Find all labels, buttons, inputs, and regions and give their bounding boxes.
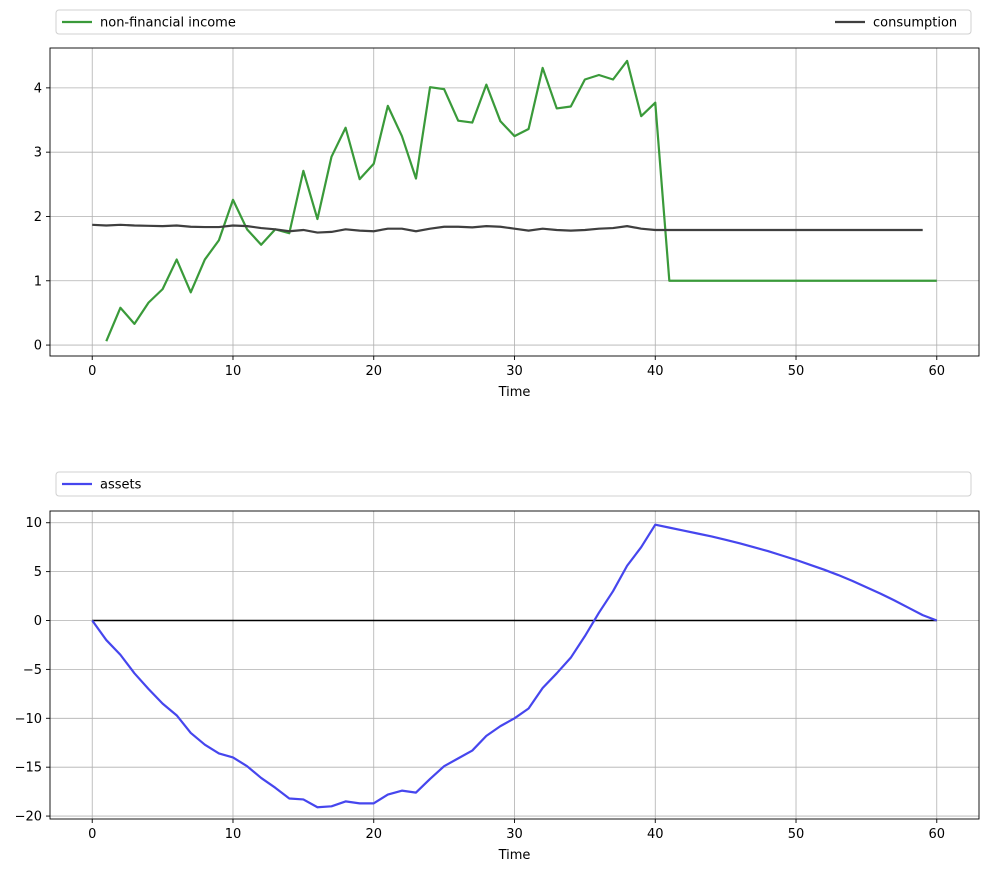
x-tick-label: 30 (506, 827, 523, 842)
series-line-consumption (92, 223, 923, 234)
x-tick-label: 40 (647, 364, 664, 379)
x-tick-label: 50 (788, 827, 805, 842)
y-tick-label: −5 (23, 663, 42, 678)
y-tick-label: 4 (34, 81, 42, 96)
chart-panel-1: 0 10 20 30 40 50 60 0 1 2 3 4 Time non-financial inco… (34, 9, 980, 400)
y-tick-label: 0 (34, 614, 42, 629)
x-tick-label: 40 (647, 827, 664, 842)
y-tick-label: −10 (15, 712, 42, 727)
y-tick-label: 2 (34, 210, 42, 225)
legend-box (55, 471, 972, 497)
series-line-assets (91, 523, 938, 809)
legend-box (55, 9, 972, 35)
legend-label-consumption: consumption (873, 16, 957, 31)
y-tick-label: 1 (34, 274, 42, 289)
y-tick-label: 3 (34, 146, 42, 161)
x-axis-label: Time (498, 385, 531, 400)
x-tick-label: 60 (928, 364, 945, 379)
x-tick-label: 0 (88, 827, 96, 842)
y-tick-label: 5 (34, 565, 42, 580)
y-tick-label: 10 (25, 516, 42, 531)
legend-label-non-financial-income: non-financial income (100, 16, 236, 31)
y-tick-label: −20 (15, 810, 42, 825)
x-tick-label: 0 (88, 364, 96, 379)
x-tick-label: 20 (365, 364, 382, 379)
x-tick-label: 60 (928, 827, 945, 842)
x-tick-label: 10 (225, 364, 242, 379)
x-tick-label: 30 (506, 364, 523, 379)
y-tick-label: −15 (15, 761, 42, 776)
legend-label-assets: assets (100, 478, 142, 493)
x-axis-label: Time (498, 848, 531, 863)
x-tick-label: 20 (365, 827, 382, 842)
chart-panel-2: 0 10 20 30 40 50 60 −20 −15 −10 −5 0 5 10 Time assets (15, 471, 980, 863)
x-tick-label: 50 (788, 364, 805, 379)
series-line-non-financial-income (105, 59, 937, 342)
x-tick-label: 10 (225, 827, 242, 842)
y-tick-label: 0 (34, 339, 42, 354)
